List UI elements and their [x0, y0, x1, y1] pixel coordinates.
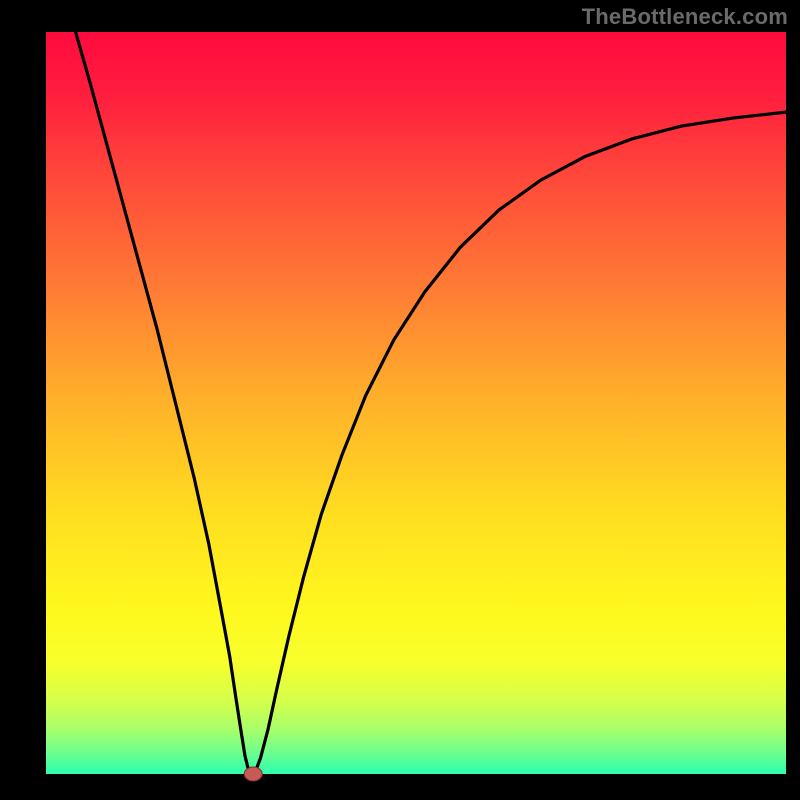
- gradient-background: [46, 32, 786, 774]
- bottleneck-chart: [0, 0, 800, 800]
- chart-frame: { "source_watermark": { "text": "TheBott…: [0, 0, 800, 800]
- watermark-text: TheBottleneck.com: [582, 4, 788, 30]
- optimal-point-marker: [244, 767, 262, 781]
